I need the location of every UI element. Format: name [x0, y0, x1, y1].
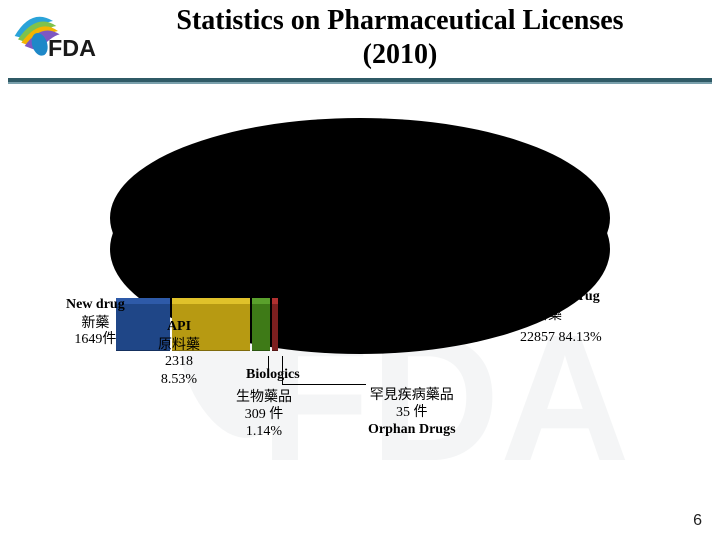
- page-number: 6: [693, 512, 702, 530]
- wedge-orphan: [272, 298, 278, 351]
- fda-logo: FDA: [8, 6, 108, 66]
- title-rule: [8, 78, 712, 82]
- label-api-cn: 原料藥: [158, 336, 200, 354]
- label-generic-cn: 學名藥: [520, 306, 602, 324]
- label-newdrug-head: New drug: [66, 296, 125, 314]
- label-generic-head: Generic drug: [520, 288, 602, 306]
- label-newdrug-value: 1649件: [66, 331, 125, 349]
- svg-text:FDA: FDA: [48, 35, 96, 61]
- label-orphan-value: 35 件: [368, 404, 456, 422]
- label-generic: Generic drug 學名藥 22857 84.13%: [520, 288, 602, 347]
- label-orphan-cn: 罕見疾病藥品: [368, 386, 456, 404]
- label-biologics-cn: 生物藥品: [236, 388, 292, 406]
- label-newdrug: New drug 新藥 1649件: [66, 296, 125, 349]
- leader-generic: [500, 308, 520, 309]
- label-biologics: Biologics: [246, 366, 300, 384]
- label-orphan: 罕見疾病藥品 35 件 Orphan Drugs: [368, 386, 456, 439]
- label-biologics-head: Biologics: [246, 366, 300, 384]
- label-biologics-value: 309 件 1.14%: [236, 406, 292, 441]
- label-newdrug-cn: 新藥: [66, 314, 125, 332]
- label-orphan-head: Orphan Drugs: [368, 421, 456, 439]
- wedge-biologics: [252, 298, 270, 351]
- label-api-value: 2318 8.53%: [158, 353, 200, 388]
- label-api: API 原料藥 2318 8.53%: [158, 318, 200, 388]
- title-line2: (2010): [363, 39, 438, 70]
- label-generic-value: 22857 84.13%: [520, 329, 602, 347]
- page-title: Statistics on Pharmaceutical Licenses (2…: [120, 4, 680, 71]
- label-biologics-body: 生物藥品 309 件 1.14%: [236, 388, 292, 441]
- leader-orphan-h: [282, 384, 366, 385]
- title-line1: Statistics on Pharmaceutical Licenses: [176, 5, 623, 36]
- label-api-head: API: [158, 318, 200, 336]
